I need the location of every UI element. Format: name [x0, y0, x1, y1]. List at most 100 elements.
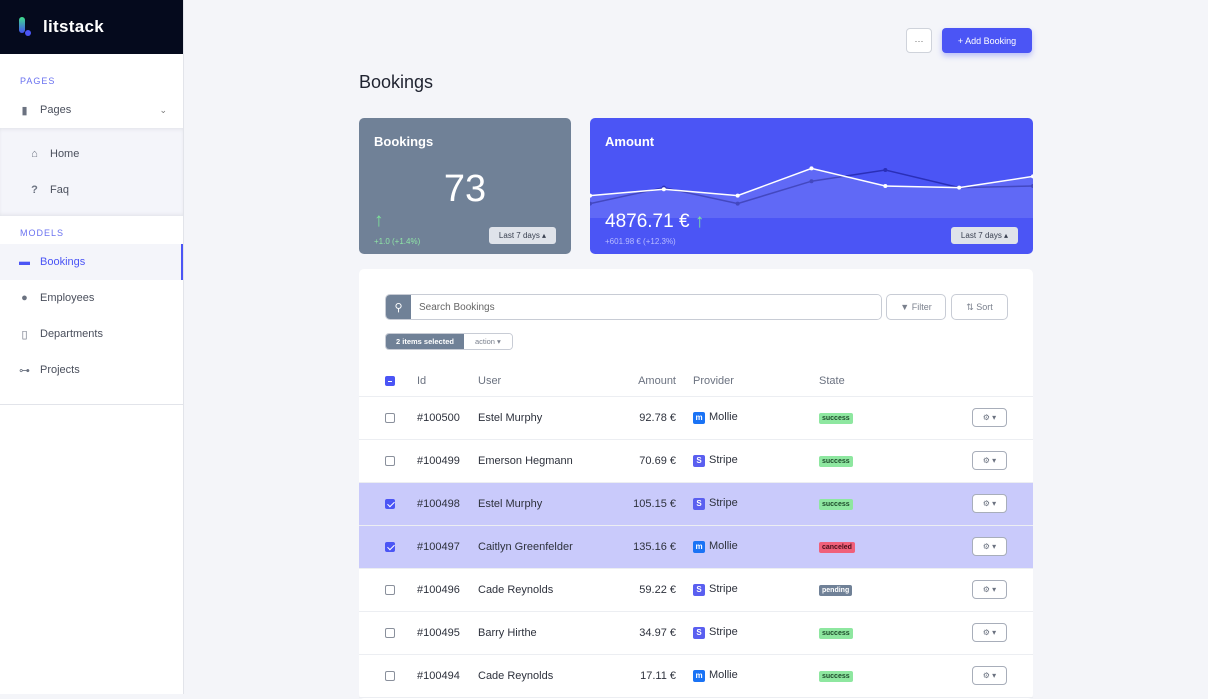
status-badge: canceled — [819, 542, 855, 553]
row-checkbox[interactable] — [385, 627, 395, 638]
sparkline-point — [1031, 184, 1033, 188]
row-actions-button[interactable]: ⚙ ▾ — [972, 666, 1007, 685]
sparkline-point — [735, 193, 740, 198]
sidebar-item-employees[interactable]: ● Employees — [0, 280, 183, 316]
cell-provider: Mollie — [709, 669, 738, 682]
sidebar-item-label: Faq — [50, 184, 69, 196]
cell-id: #100495 — [417, 611, 478, 655]
table-row[interactable]: #100500 Estel Murphy 92.78 € m Mollie suc… — [359, 396, 1033, 440]
table-row[interactable]: #100495 Barry Hirthe 34.97 € S Stripe suc… — [359, 611, 1033, 655]
gear-icon: ⚙ ▾ — [982, 413, 997, 422]
sidebar-item-label: Pages — [40, 104, 72, 116]
sidebar-item-label: Projects — [40, 364, 80, 376]
status-badge: success — [819, 628, 853, 639]
cell-provider: Stripe — [709, 497, 738, 510]
mollie-icon: m — [693, 540, 705, 553]
action-dropdown[interactable]: action ▾ — [463, 334, 512, 349]
row-checkbox[interactable] — [385, 412, 395, 423]
pages-section-label: PAGES — [20, 76, 56, 86]
stripe-icon: S — [693, 626, 705, 639]
row-actions-button[interactable]: ⚙ ▾ — [972, 580, 1007, 599]
sidebar-item-pages[interactable]: ▮ Pages ⌄ — [0, 92, 183, 128]
amount-range-dropdown[interactable]: Last 7 days ▴ — [951, 227, 1018, 244]
filter-label: Filter — [911, 302, 932, 312]
mollie-icon: m — [693, 411, 705, 424]
row-checkbox[interactable] — [385, 455, 395, 466]
sidebar-item-home[interactable]: ⌂ Home — [0, 136, 183, 172]
sidebar-item-label: Departments — [40, 328, 103, 340]
status-badge: success — [819, 456, 853, 467]
amount-card: Amount 4876.71 € ↑ +601.98 € (+12.3%) La… — [590, 118, 1033, 254]
sort-label: Sort — [976, 302, 993, 312]
row-checkbox[interactable] — [385, 541, 395, 552]
bookings-range-dropdown[interactable]: Last 7 days ▴ — [489, 227, 556, 244]
cell-amount: 105.15 € — [608, 482, 676, 526]
bookings-table-panel: ⚲ ▼ Filter ⇅ Sort 2 items selected actio… — [359, 269, 1033, 699]
brand[interactable]: litstack — [0, 0, 183, 54]
pages-submenu: ⌂ Home ? Faq — [0, 128, 183, 216]
mollie-icon: m — [693, 669, 705, 682]
row-actions-button[interactable]: ⚙ ▾ — [972, 623, 1007, 642]
add-booking-button[interactable]: + Add Booking — [942, 28, 1032, 53]
cell-user: Emerson Hegmann — [478, 439, 608, 483]
brand-name: litstack — [43, 17, 104, 36]
select-all-checkbox[interactable] — [385, 375, 395, 386]
table-row[interactable]: #100494 Cade Reynolds 17.11 € m Mollie su… — [359, 654, 1033, 698]
sort-button[interactable]: ⇅ Sort — [951, 294, 1008, 320]
amount-sparkline — [590, 166, 1033, 218]
page-title: Bookings — [359, 72, 434, 92]
gear-icon: ⚙ ▾ — [982, 628, 997, 637]
sidebar: litstack PAGES ▮ Pages ⌄ ⌂ Home ? Faq MODELS… — [0, 0, 184, 694]
table-row[interactable]: #100498 Estel Murphy 105.15 € S Stripe su… — [359, 482, 1033, 526]
table-row[interactable]: #100499 Emerson Hegmann 70.69 € S Stripe … — [359, 439, 1033, 483]
sparkline-point — [883, 184, 888, 188]
row-actions-button[interactable]: ⚙ ▾ — [972, 408, 1007, 427]
sidebar-item-label: Home — [50, 148, 80, 160]
sparkline-point — [957, 185, 962, 190]
stripe-icon: S — [693, 497, 705, 510]
users-icon: ● — [21, 292, 28, 304]
home-icon: ⌂ — [31, 148, 38, 160]
building-icon: ▯ — [21, 328, 28, 341]
models-section-label: MODELS — [20, 228, 65, 238]
gear-icon: ⚙ ▾ — [982, 456, 997, 465]
row-checkbox[interactable] — [385, 584, 395, 595]
row-actions-button[interactable]: ⚙ ▾ — [972, 451, 1007, 470]
sparkline-point — [735, 201, 740, 206]
sidebar-item-bookings[interactable]: ▬ Bookings — [0, 244, 183, 280]
litstack-logo-icon — [19, 17, 33, 37]
cell-id: #100498 — [417, 482, 478, 526]
row-checkbox[interactable] — [385, 670, 395, 681]
more-button[interactable]: ··· — [906, 28, 932, 53]
cell-amount: 92.78 € — [608, 396, 676, 440]
stripe-icon: S — [693, 454, 705, 467]
card-title: Bookings — [374, 134, 434, 149]
col-provider[interactable]: Provider — [676, 366, 819, 397]
filter-button[interactable]: ▼ Filter — [886, 294, 946, 320]
selected-count: 2 items selected — [386, 334, 464, 349]
search-input[interactable] — [411, 295, 881, 319]
table-row[interactable]: #100496 Cade Reynolds 59.22 € S Stripe pe… — [359, 568, 1033, 612]
col-id[interactable]: Id — [417, 366, 478, 397]
search-bar[interactable]: ⚲ — [385, 294, 882, 320]
sidebar-item-faq[interactable]: ? Faq — [0, 172, 183, 208]
row-checkbox[interactable] — [385, 498, 395, 509]
bookings-delta: +1.0 (+1.4%) — [374, 237, 421, 246]
row-actions-button[interactable]: ⚙ ▾ — [972, 537, 1007, 556]
cell-provider: Stripe — [709, 626, 738, 639]
col-amount[interactable]: Amount — [608, 366, 676, 397]
col-user[interactable]: User — [478, 366, 608, 397]
cell-amount: 17.11 € — [608, 654, 676, 698]
sidebar-item-departments[interactable]: ▯ Departments — [0, 316, 183, 352]
amount-text: 4876.71 € — [605, 211, 690, 232]
status-badge: pending — [819, 585, 853, 596]
cell-id: #100496 — [417, 568, 478, 612]
sidebar-item-projects[interactable]: ⊶ Projects — [0, 352, 183, 388]
table-row[interactable]: #100497 Caitlyn Greenfelder 135.16 € m Mo… — [359, 525, 1033, 569]
col-state[interactable]: State — [819, 366, 959, 397]
arrow-up-icon: ↑ — [374, 210, 384, 231]
row-actions-button[interactable]: ⚙ ▾ — [972, 494, 1007, 513]
cell-user: Estel Murphy — [478, 482, 608, 526]
cell-provider: Mollie — [709, 540, 738, 553]
cell-user: Caitlyn Greenfelder — [478, 525, 608, 569]
